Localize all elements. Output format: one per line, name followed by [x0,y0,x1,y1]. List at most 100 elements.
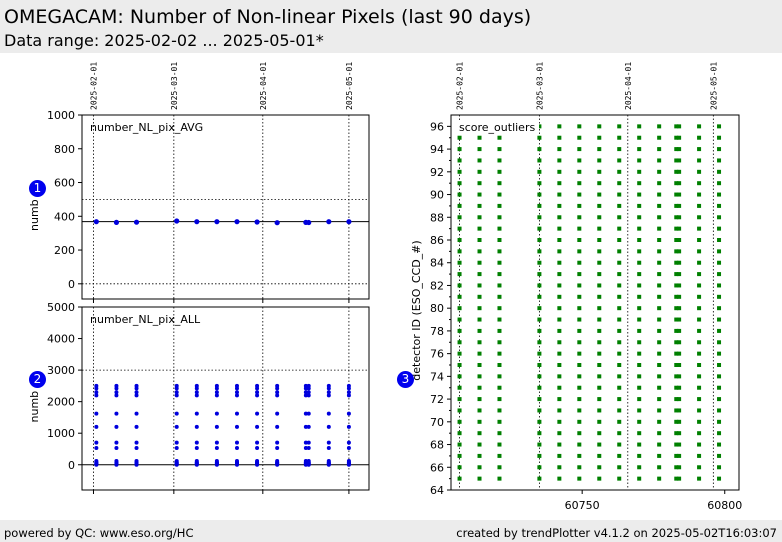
y-tick-label: 94 [430,143,444,156]
data-point [254,219,260,225]
outlier-marker [697,328,702,333]
outlier-marker [717,135,722,140]
outlier-marker [674,442,679,447]
outlier-marker [697,238,702,242]
outlier-marker [637,419,642,424]
outlier-marker [674,226,679,231]
data-point [174,446,179,451]
data-point [303,446,308,451]
outlier-marker [697,465,702,470]
outlier-marker [677,283,682,288]
outlier-marker [677,453,682,458]
outlier-marker [597,363,602,367]
outlier-marker [497,431,502,436]
outlier-marker [497,442,502,447]
outlier-marker [657,306,662,311]
y-tick-label: 5000 [47,301,75,314]
data-point [234,383,239,388]
outlier-marker [677,192,682,197]
data-point [214,424,219,429]
outlier-marker [657,340,662,345]
data-point [114,424,119,429]
outlier-marker [577,226,582,231]
outlier-marker [717,181,722,186]
outlier-marker [477,408,482,413]
outlier-marker [597,192,602,197]
outlier-marker [697,385,702,390]
data-point [134,440,139,445]
outlier-marker [674,465,679,470]
data-point [133,219,140,225]
outlier-marker [617,294,622,299]
right-date-label: 2025-05-01 [709,62,718,110]
outlier-marker [657,158,662,163]
outlier-marker [717,442,722,447]
data-point [134,424,139,429]
data-point [303,390,308,395]
outlier-marker [674,147,679,152]
outlier-marker [497,249,502,254]
outlier-marker [537,260,542,265]
data-point [326,393,331,398]
y-tick-label: 78 [430,325,444,338]
outlier-marker [674,260,679,265]
outlier-marker [477,363,482,367]
outlier-marker [697,374,702,379]
outlier-marker [717,215,722,220]
y-tick-label: 74 [430,370,444,383]
outlier-marker [557,317,562,322]
outlier-marker [677,169,682,174]
outlier-marker [617,192,622,197]
plot-badge-3[interactable]: 3 [397,371,414,388]
outlier-marker [537,272,542,277]
data-point [214,219,220,225]
outlier-marker [597,476,602,481]
data-point [303,383,308,388]
outlier-marker [657,317,662,322]
outlier-marker [477,181,482,186]
outlier-marker [457,476,462,481]
outlier-marker [497,317,502,322]
outlier-marker [657,442,662,447]
outlier-marker [657,283,662,288]
data-point [174,383,179,388]
top-date-label: 2025-04-01 [259,62,268,110]
outlier-marker [637,476,642,481]
plot-badge-2[interactable]: 2 [29,371,46,388]
outlier-marker [717,351,722,356]
data-point [114,458,119,463]
outlier-marker [537,363,542,367]
outlier-marker [717,419,722,424]
outlier-marker [597,465,602,470]
outlier-marker [537,215,542,220]
outlier-marker [537,249,542,254]
outlier-marker [577,453,582,458]
panel-annotation: score_outliers [459,121,535,134]
data-point [255,383,260,388]
outlier-marker [497,294,502,299]
outlier-marker [457,215,462,220]
data-point [114,393,119,398]
avg-panel-frame [81,114,370,300]
outlier-marker [677,385,682,390]
outlier-marker [597,158,602,163]
outlier-marker [477,294,482,299]
data-point [306,393,311,398]
plot-badge-1[interactable]: 1 [29,180,46,197]
outlier-marker [597,453,602,458]
outlier-marker [657,465,662,470]
outlier-marker [557,363,562,367]
outlier-marker [457,442,462,447]
data-point [275,383,280,388]
data-point [93,219,99,225]
outlier-marker [477,215,482,220]
data-point [326,390,331,395]
outlier-marker [637,147,642,152]
outlier-marker [697,215,702,220]
y-axis-label: numb [28,391,41,423]
y-tick-label: 1000 [47,109,75,122]
outlier-marker [597,260,602,265]
data-point [214,458,219,463]
outlier-marker [717,158,722,163]
outlier-marker [617,181,622,186]
